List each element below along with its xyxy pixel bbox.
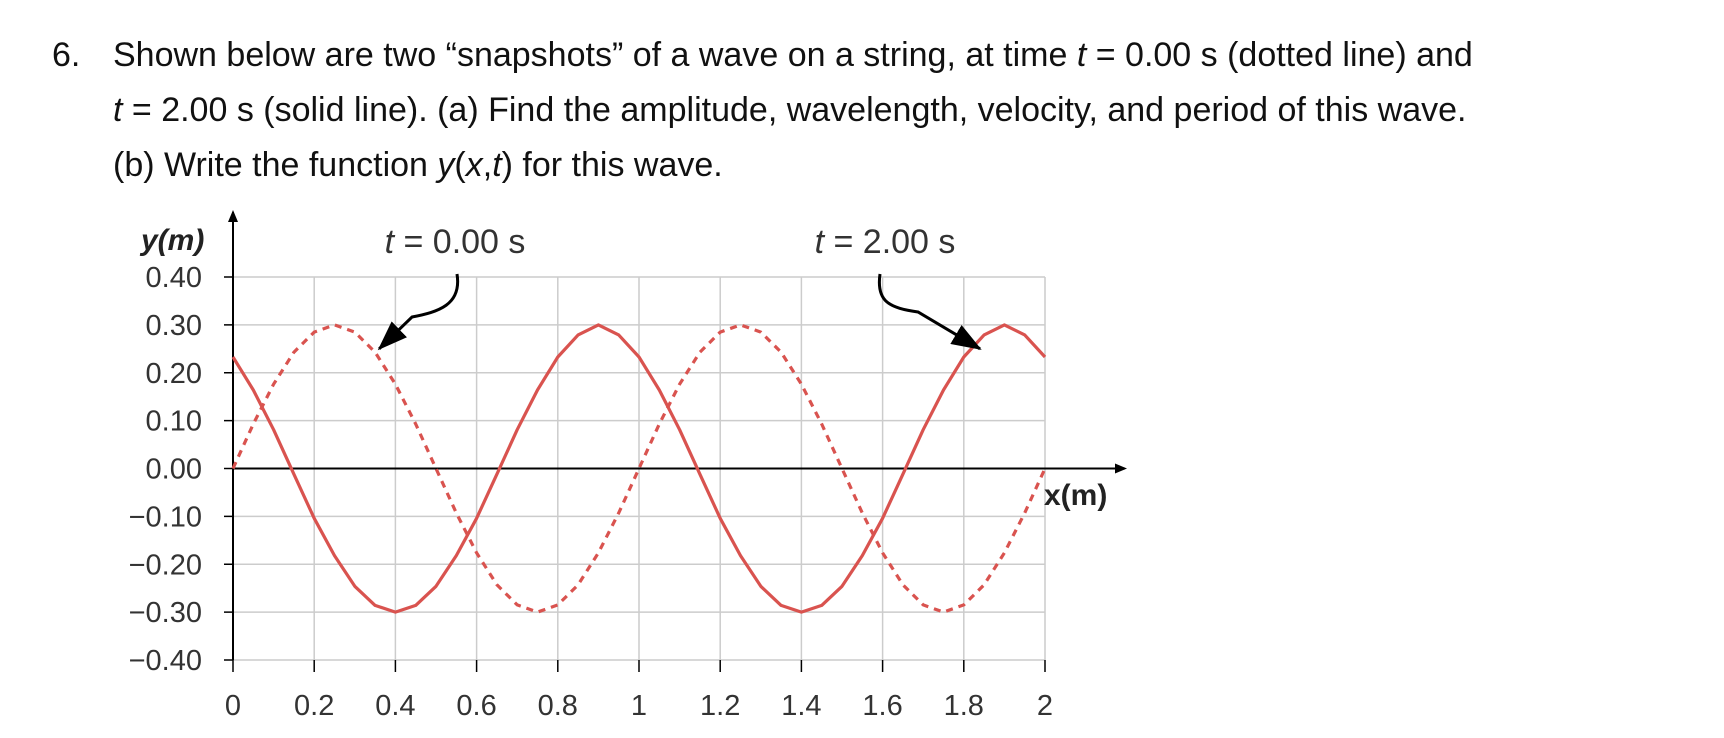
problem-line-1-text: Shown below are two “snapshots” of a wav… [113,36,1077,74]
annotation-label: t = 2.00 s [815,223,956,261]
x-tick-label: 0.2 [294,690,334,722]
x-tick-label: 1 [631,690,647,722]
paren-close: ) [501,146,513,184]
y-tick-label: −0.10 [129,501,202,533]
x-tick-label: 1.4 [781,690,821,722]
y-tick-label: −0.40 [129,645,202,677]
problem-line-1: Shown below are two “snapshots” of a wav… [113,28,1473,83]
t-variable: t [492,146,502,184]
problem-line-3-text: (b) Write the function [113,146,438,184]
problem-line-2-text: = 2.00 s (solid line). (a) Find the ampl… [122,91,1467,129]
comma: , [482,146,493,184]
x-axis-label: x(m) [1044,479,1107,512]
time-variable: t [1076,36,1087,74]
y-axis-ticks: 0.40 0.30 0.20 0.10 0.00 −0.10 −0.20 −0.30 −0.40 [129,262,233,677]
y-variable: y [437,146,455,184]
y-tick-label: −0.20 [129,549,202,581]
y-axis-label: y(m) [139,224,204,257]
y-tick-label: 0.30 [146,310,202,342]
y-tick-label: 0.20 [146,358,202,390]
y-tick-label: 0.40 [146,262,202,294]
x-tick-label: 0 [225,690,241,722]
x-tick-label: 1.6 [862,690,902,722]
annotation-arrow [877,273,982,351]
x-tick-label: 0.8 [538,690,578,722]
x-tick-label: 0.6 [456,690,496,722]
y-tick-label: 0.10 [146,406,202,438]
time-variable: t [385,223,396,261]
series-line-dotted [231,323,1047,614]
x-variable: x [465,146,483,184]
x-tick-label: 2 [1037,690,1053,722]
problem-line-3-rest: for this wave. [512,146,723,184]
x-axis-ticks: 0 0.2 0.4 0.6 0.8 1 1.2 1.4 1.6 1.8 2 [225,660,1053,722]
time-variable: t [815,223,826,261]
axes [228,210,1127,660]
x-tick-label: 1.8 [944,690,984,722]
problem-line-1-rest: = 0.00 s (dotted line) and [1086,36,1473,74]
annotation-text: = 2.00 s [824,223,955,261]
problem-line-3: (b) Write the function y(x,t) for this w… [113,138,723,193]
series [231,323,1047,614]
annotation-arrow [377,273,460,351]
problem-text: 6. Shown below are two “snapshots” of a … [0,0,1724,200]
problem-line-2: t = 2.00 s (solid line). (a) Find the am… [113,83,1466,138]
y-tick-label: −0.30 [129,597,202,629]
y-tick-label: 0.00 [146,454,202,486]
x-tick-label: 1.2 [700,690,740,722]
annotation-label: t = 0.00 s [385,223,526,261]
annotation-text: = 0.00 s [394,223,525,261]
problem-number: 6. [52,36,81,74]
x-tick-label: 0.4 [375,690,415,722]
time-variable: t [113,91,123,129]
series-line-solid [231,323,1047,614]
paren-open: ( [454,146,466,184]
